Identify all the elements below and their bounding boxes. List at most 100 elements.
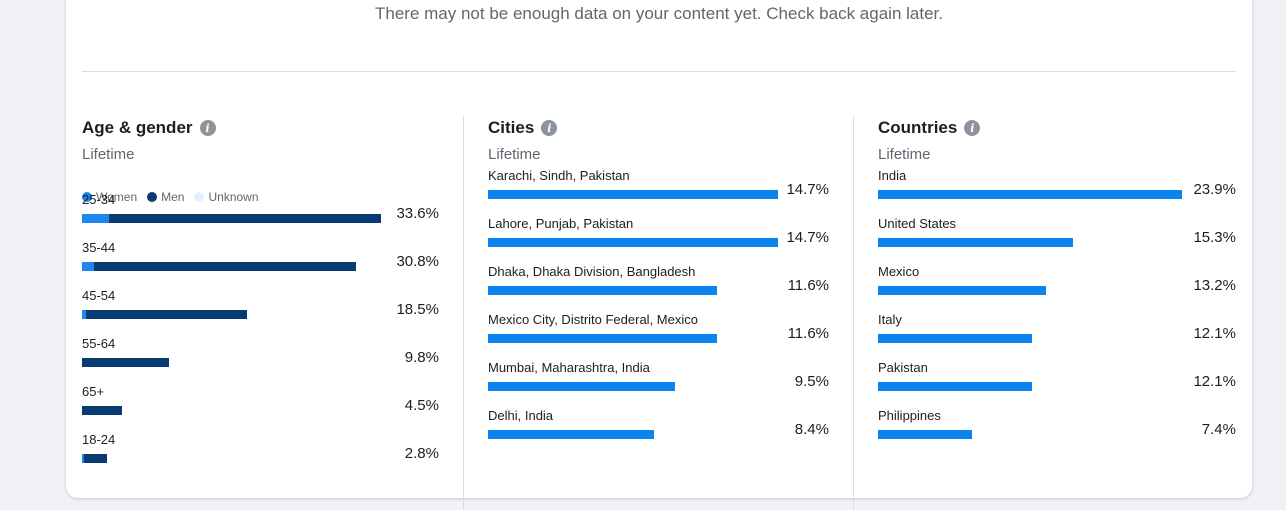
country-bar-fill <box>878 334 1032 343</box>
city-bar-fill <box>488 334 717 343</box>
country-value: 15.3% <box>1193 229 1236 246</box>
country-value: 12.1% <box>1193 373 1236 390</box>
countries-title: Countries i <box>878 116 1236 140</box>
country-bar-fill <box>878 238 1073 247</box>
country-row: Italy 12.1% <box>878 312 1236 360</box>
city-label: Mexico City, Distrito Federal, Mexico <box>488 312 698 327</box>
empty-data-message: There may not be enough data on your con… <box>375 4 943 23</box>
city-bar <box>488 286 778 295</box>
city-bar <box>488 190 778 199</box>
legend-unknown-label: Unknown <box>208 190 259 204</box>
age-value: 30.8% <box>396 253 439 270</box>
age-bar-women <box>82 454 84 463</box>
country-bar <box>878 238 1182 247</box>
country-row: United States 15.3% <box>878 216 1236 264</box>
age-bar <box>82 358 381 367</box>
age-bar-men <box>82 358 170 367</box>
city-row: Lahore, Punjab, Pakistan 14.7% <box>488 216 829 264</box>
age-label: 35-44 <box>82 240 116 255</box>
city-bar <box>488 430 778 439</box>
unknown-dot-icon <box>194 192 205 202</box>
age-row: 18-24 2.8% <box>82 432 439 480</box>
age-bar-women <box>82 214 109 223</box>
city-row: Mexico City, Distrito Federal, Mexico 11.… <box>488 312 829 360</box>
age-row: 55-64 9.8% <box>82 336 439 384</box>
city-value: 14.7% <box>786 229 829 246</box>
countries-subtitle: Lifetime <box>878 146 931 163</box>
city-bar-fill <box>488 238 778 247</box>
country-bar <box>878 334 1182 343</box>
country-row: Pakistan 12.1% <box>878 360 1236 408</box>
country-bar-fill <box>878 430 973 439</box>
city-row: Mumbai, Maharashtra, India 9.5% <box>488 360 829 408</box>
city-value: 14.7% <box>786 181 829 198</box>
city-value: 11.6% <box>787 325 829 342</box>
country-label: Pakistan <box>878 360 928 375</box>
city-bar <box>488 238 778 247</box>
city-row: Karachi, Sindh, Pakistan 14.7% <box>488 168 829 216</box>
city-bar-fill <box>488 430 654 439</box>
country-value: 12.1% <box>1193 325 1236 342</box>
country-row: India 23.9% <box>878 168 1236 216</box>
cities-title-text: Cities <box>488 118 535 137</box>
cities-section: Cities i Lifetime Karachi, Sindh, Pakist… <box>488 116 829 496</box>
age-bar <box>82 214 381 223</box>
age-label: 55-64 <box>82 336 116 351</box>
country-row: Philippines 7.4% <box>878 408 1236 456</box>
women-dot-icon <box>82 192 92 202</box>
age-value: 18.5% <box>396 301 439 318</box>
age-row: 45-54 18.5% <box>82 288 439 336</box>
country-bar <box>878 382 1182 391</box>
info-icon[interactable]: i <box>199 120 216 136</box>
city-value: 9.5% <box>794 373 829 390</box>
city-label: Karachi, Sindh, Pakistan <box>488 168 630 183</box>
age-row: 25-34 33.6% <box>82 192 439 240</box>
info-icon[interactable]: i <box>541 120 558 136</box>
age-bar-men <box>82 406 123 415</box>
city-row: Dhaka, Dhaka Division, Bangladesh 11.6% <box>488 264 829 312</box>
city-label: Dhaka, Dhaka Division, Bangladesh <box>488 264 696 279</box>
city-row: Delhi, India 8.4% <box>488 408 829 456</box>
city-value: 8.4% <box>794 421 829 438</box>
age-gender-title: Age & gender i <box>82 116 439 140</box>
countries-title-text: Countries <box>878 118 958 137</box>
age-label: 45-54 <box>82 288 116 303</box>
age-gender-section: Age & gender i Lifetime Women Men Unknow… <box>82 116 439 496</box>
city-bar <box>488 334 778 343</box>
country-value: 7.4% <box>1201 421 1236 438</box>
age-bar-women <box>82 310 86 319</box>
age-row: 35-44 30.8% <box>82 240 439 288</box>
legend-men-label: Men <box>161 190 185 204</box>
column-divider <box>463 116 464 510</box>
city-label: Delhi, India <box>488 408 554 423</box>
age-value: 9.8% <box>404 349 439 366</box>
country-bar <box>878 286 1182 295</box>
legend-men: Men <box>147 190 184 204</box>
audience-card: There may not be enough data on your con… <box>66 0 1252 498</box>
country-bar-fill <box>878 190 1182 199</box>
cities-subtitle: Lifetime <box>488 146 541 163</box>
age-row: 65+ 4.5% <box>82 384 439 432</box>
city-bar-fill <box>488 286 717 295</box>
legend-women-label: Women <box>96 190 138 204</box>
country-bar-fill <box>878 382 1032 391</box>
country-row: Mexico 13.2% <box>878 264 1236 312</box>
age-bar <box>82 262 381 271</box>
age-bar-men <box>83 454 107 463</box>
age-value: 33.6% <box>396 205 439 222</box>
info-icon[interactable]: i <box>964 120 981 136</box>
age-value: 4.5% <box>404 397 439 414</box>
city-bar-fill <box>488 190 778 199</box>
countries-section: Countries i Lifetime India 23.9% United St… <box>878 116 1236 496</box>
age-label: 25-34 <box>82 192 116 207</box>
country-label: United States <box>878 216 957 231</box>
city-label: Mumbai, Maharashtra, India <box>488 360 650 375</box>
age-label: 65+ <box>82 384 105 399</box>
city-label: Lahore, Punjab, Pakistan <box>488 216 634 231</box>
legend-women: Women <box>82 190 137 204</box>
city-bar <box>488 382 778 391</box>
column-divider <box>853 116 854 510</box>
country-bar-fill <box>878 286 1046 295</box>
age-bar <box>82 406 381 415</box>
age-gender-title-text: Age & gender <box>82 118 193 137</box>
